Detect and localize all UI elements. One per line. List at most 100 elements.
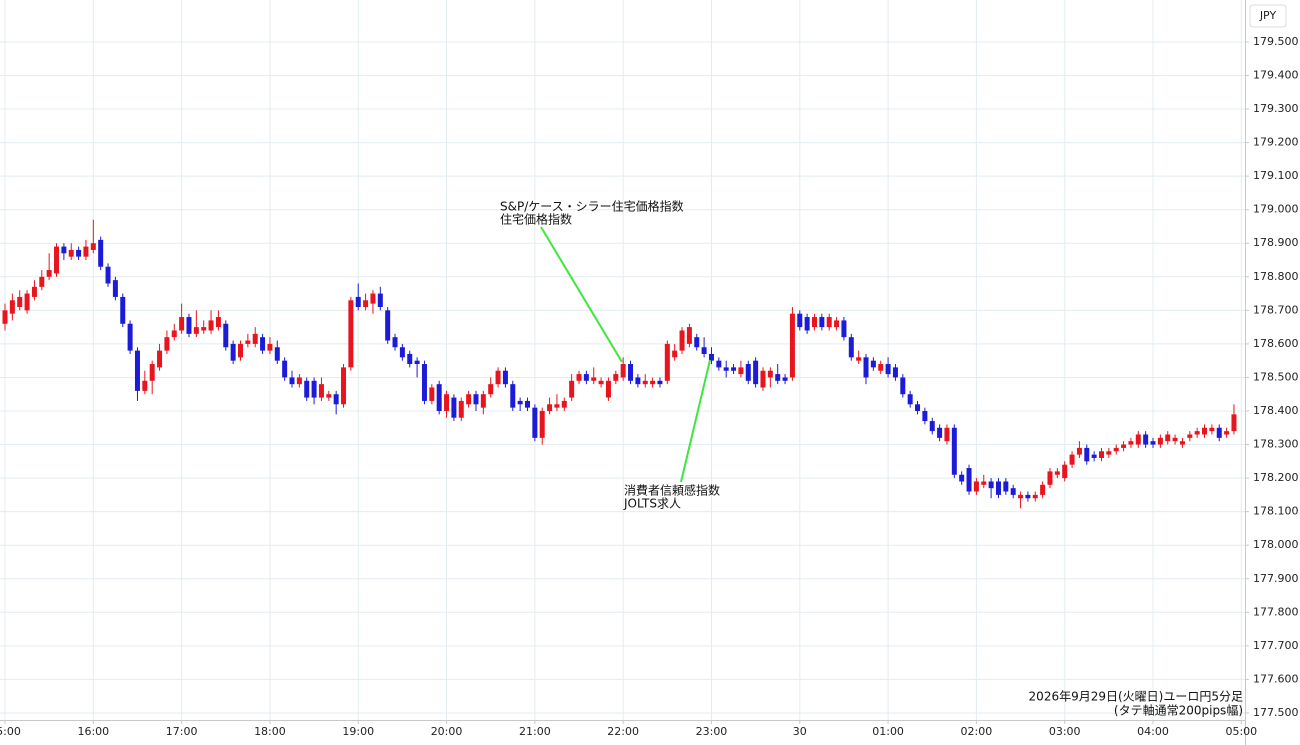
x-tick-label: 19:00 bbox=[342, 725, 374, 738]
candle-body bbox=[804, 317, 810, 331]
candle-body bbox=[760, 370, 766, 388]
candle-body bbox=[98, 239, 104, 267]
candle-body bbox=[215, 317, 221, 328]
candle-body bbox=[1076, 447, 1082, 455]
candle-body bbox=[407, 353, 413, 365]
candle-body bbox=[922, 410, 928, 422]
candle-body bbox=[480, 394, 486, 408]
candle-body bbox=[856, 357, 862, 361]
candle-body bbox=[561, 400, 567, 408]
y-tick-label: 178.100 bbox=[1253, 505, 1299, 518]
candle-body bbox=[745, 364, 751, 381]
x-tick-label: 23:00 bbox=[696, 725, 728, 738]
candle-body bbox=[1003, 481, 1009, 492]
candle-body bbox=[370, 293, 376, 304]
candle-body bbox=[90, 243, 96, 250]
candle-body bbox=[1084, 447, 1090, 462]
candle-body bbox=[105, 266, 111, 284]
candle-body bbox=[289, 377, 295, 385]
annotation-text: 住宅価格指数 bbox=[500, 212, 572, 227]
candle-body bbox=[1216, 427, 1222, 438]
y-tick-label: 178.500 bbox=[1253, 370, 1299, 383]
y-tick-label: 178.800 bbox=[1253, 270, 1299, 283]
candle-body bbox=[664, 343, 670, 381]
candle-body bbox=[981, 481, 987, 485]
candle-body bbox=[223, 323, 229, 348]
y-tick-label: 178.400 bbox=[1253, 404, 1299, 417]
candle-body bbox=[193, 327, 199, 334]
y-tick-label: 178.900 bbox=[1253, 236, 1299, 249]
y-tick-label: 178.600 bbox=[1253, 337, 1299, 350]
candle-body bbox=[532, 407, 538, 438]
x-tick-label: 16:00 bbox=[77, 725, 109, 738]
candle-body bbox=[134, 350, 140, 391]
chart-note: (タテ軸通常200pips幅) bbox=[1114, 703, 1243, 718]
candle-body bbox=[488, 384, 494, 395]
candle-body bbox=[738, 367, 744, 375]
candle-body bbox=[296, 377, 302, 385]
candle-body bbox=[951, 427, 957, 475]
candle-body bbox=[1194, 431, 1200, 435]
candle-body bbox=[723, 367, 729, 371]
candle-body bbox=[274, 347, 280, 361]
candle-body bbox=[591, 377, 597, 381]
candle-body bbox=[466, 394, 472, 405]
candle-body bbox=[2, 310, 8, 324]
candle-body bbox=[569, 380, 575, 398]
annotation-line bbox=[540, 226, 623, 363]
annotation-text: S&P/ケース・シラー住宅価格指数 bbox=[500, 199, 684, 214]
candle-body bbox=[657, 380, 663, 385]
candle-body bbox=[620, 364, 626, 378]
candle-body bbox=[642, 380, 648, 385]
candle-body bbox=[1157, 437, 1163, 445]
candle-body bbox=[775, 374, 781, 381]
candle-body bbox=[237, 343, 243, 358]
candle-body bbox=[1165, 434, 1171, 442]
candle-body bbox=[17, 296, 23, 307]
candle-body bbox=[186, 317, 192, 334]
y-tick-label: 177.600 bbox=[1253, 672, 1299, 685]
candle-body bbox=[341, 367, 347, 405]
candle-body bbox=[1047, 471, 1053, 485]
candle-body bbox=[944, 427, 950, 442]
candle-body bbox=[672, 350, 678, 358]
candle-body bbox=[635, 377, 641, 385]
x-tick-label: 02:00 bbox=[961, 725, 993, 738]
x-tick-label: 04:00 bbox=[1137, 725, 1169, 738]
candle-body bbox=[1231, 414, 1237, 432]
candle-body bbox=[502, 370, 508, 385]
y-tick-label: 177.900 bbox=[1253, 572, 1299, 585]
x-tick-label: 18:00 bbox=[254, 725, 286, 738]
candle-body bbox=[451, 397, 457, 418]
candle-body bbox=[112, 280, 118, 297]
candle-body bbox=[988, 481, 994, 489]
candle-body bbox=[1150, 441, 1156, 445]
candle-body bbox=[46, 270, 52, 277]
x-tick-label: 17:00 bbox=[166, 725, 198, 738]
candle-body bbox=[377, 293, 383, 307]
candle-body bbox=[863, 357, 869, 378]
candles bbox=[2, 219, 1237, 509]
candle-body bbox=[363, 300, 369, 307]
candle-body bbox=[1025, 494, 1031, 499]
candle-body bbox=[576, 374, 582, 381]
chart-note: 2026年9月29日(火曜日)ユーロ円5分足 bbox=[1029, 690, 1243, 704]
y-tick-label: 179.000 bbox=[1253, 203, 1299, 216]
candle-body bbox=[495, 370, 501, 385]
candle-body bbox=[826, 317, 832, 328]
candle-body bbox=[1202, 427, 1208, 435]
candle-body bbox=[458, 400, 464, 418]
candle-body bbox=[355, 296, 361, 307]
candle-body bbox=[444, 394, 450, 411]
y-tick-label: 177.700 bbox=[1253, 639, 1299, 652]
candle-body bbox=[907, 394, 913, 405]
candle-body bbox=[1113, 447, 1119, 452]
candle-body bbox=[171, 330, 177, 338]
candle-body bbox=[120, 296, 126, 324]
candle-body bbox=[127, 323, 133, 351]
candle-body bbox=[1121, 444, 1127, 448]
candle-body bbox=[421, 364, 427, 401]
candle-body bbox=[179, 317, 185, 331]
